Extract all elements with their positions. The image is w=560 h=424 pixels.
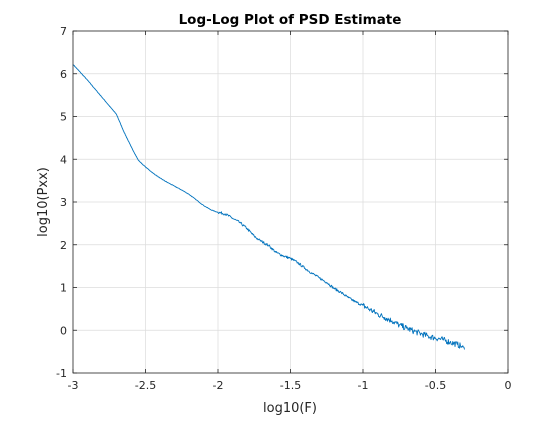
- series-group: [72, 64, 465, 350]
- y-tick-label: 4: [60, 153, 67, 166]
- x-tick-label: -0.5: [425, 379, 446, 392]
- y-tick-label: 7: [60, 25, 67, 38]
- y-tick-label: 1: [60, 282, 67, 295]
- chart-title: Log-Log Plot of PSD Estimate: [179, 12, 402, 28]
- x-tick-label: -1.5: [280, 379, 301, 392]
- y-tick-label: 3: [60, 196, 67, 209]
- x-tick-label: 0: [505, 379, 512, 392]
- x-tick-label: -2: [213, 379, 224, 392]
- x-tick-label: -1: [358, 379, 369, 392]
- x-tick-label: -2.5: [135, 379, 156, 392]
- y-tick-label: 0: [60, 324, 67, 337]
- x-tick-label: -3: [68, 379, 79, 392]
- y-tick-label: 5: [60, 111, 67, 124]
- y-axis-label: log10(Pxx): [36, 167, 51, 237]
- y-tick-label: -1: [56, 367, 67, 380]
- ticks-group: -3 -2.5 -2 -1.5 -1 -0.5 0 -1 0 1 2 3 4 5 6 7: [56, 25, 511, 392]
- y-tick-label: 2: [60, 239, 67, 252]
- y-tick-label: 6: [60, 68, 67, 81]
- psd-series-line: [72, 64, 465, 350]
- x-axis-label: log10(F): [263, 401, 317, 416]
